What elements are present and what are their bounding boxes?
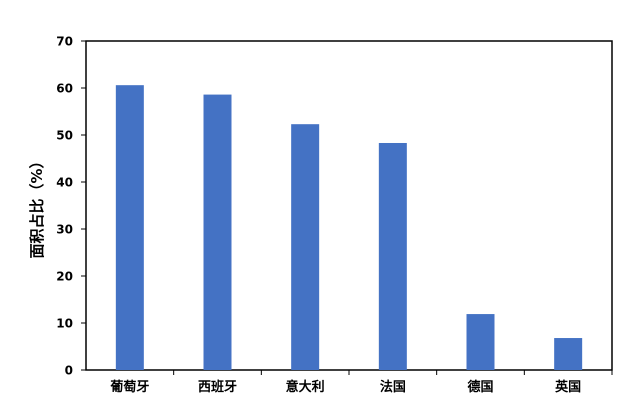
x-tick-label: 德国 <box>467 379 493 395</box>
x-tick-label: 葡萄牙 <box>109 379 149 395</box>
plot-frame <box>85 40 613 371</box>
bar <box>115 85 144 371</box>
x-tick-label: 英国 <box>554 379 581 395</box>
bar <box>291 124 320 370</box>
y-tick-label: 20 <box>56 270 73 284</box>
y-tick-label: 30 <box>56 223 73 237</box>
bar <box>203 94 232 370</box>
y-tick-label: 10 <box>56 317 73 331</box>
x-tick-label: 法国 <box>380 379 406 395</box>
y-tick-label: 40 <box>56 176 73 190</box>
bar <box>378 142 407 370</box>
x-tick-label: 意大利 <box>286 379 325 395</box>
y-tick-label: 60 <box>56 82 73 96</box>
y-tick-label: 70 <box>56 35 73 49</box>
x-tick-label: 西班牙 <box>198 379 237 395</box>
bar <box>554 338 583 370</box>
y-axis-label: 面积占比（%） <box>28 153 46 258</box>
y-tick-label: 0 <box>65 364 73 378</box>
y-tick-label: 50 <box>56 129 73 143</box>
bar <box>466 314 495 370</box>
